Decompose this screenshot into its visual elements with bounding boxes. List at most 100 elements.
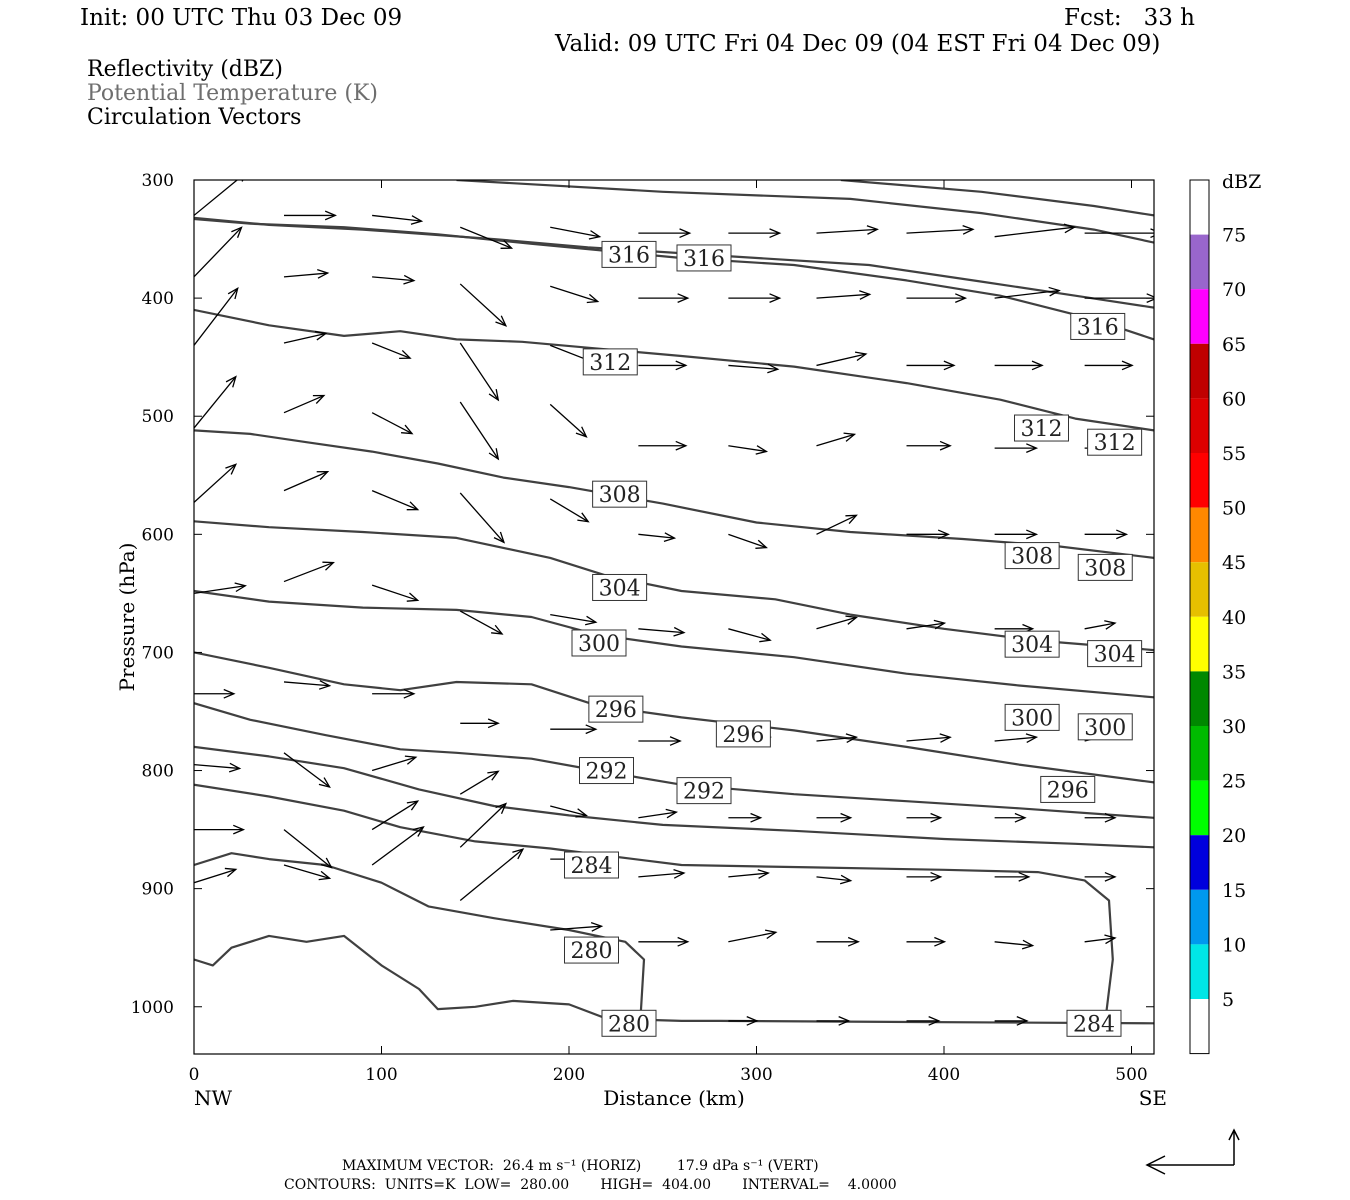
circulation-vector — [994, 939, 1035, 950]
colorbar-segment — [1190, 726, 1209, 781]
circulation-vector — [1084, 871, 1117, 882]
contour-label: 300 — [1004, 703, 1060, 731]
colorbar-segment — [1190, 398, 1209, 453]
colorbar-segment — [1190, 562, 1209, 617]
colorbar-tick-label: 25 — [1222, 771, 1246, 793]
contour-label: 304 — [1004, 630, 1060, 658]
colorbar-segment — [1190, 616, 1209, 672]
circulation-vector — [728, 363, 780, 374]
contour-label: 284 — [564, 851, 619, 879]
y-tick-label: 500 — [142, 407, 174, 427]
svg-text:300: 300 — [1011, 706, 1053, 731]
colorbar-frame — [1189, 179, 1210, 1055]
circulation-vector — [994, 1016, 1029, 1026]
theta-contour-line — [194, 702, 1154, 819]
circulation-vector — [728, 228, 782, 239]
circulation-vector — [906, 936, 947, 947]
svg-text:308: 308 — [599, 483, 641, 508]
circulation-vector — [816, 514, 858, 535]
svg-text:308: 308 — [1011, 545, 1053, 570]
y-tick-label: 800 — [142, 762, 174, 782]
colorbar-segment — [1190, 889, 1209, 945]
circulation-vector — [816, 812, 853, 823]
theta-contour-line — [194, 745, 1154, 849]
circulation-vector — [194, 463, 238, 503]
circulation-vector — [283, 864, 332, 881]
circulation-vector — [194, 762, 242, 773]
colorbar-tick-label: 15 — [1222, 880, 1246, 902]
circulation-vector — [550, 724, 598, 735]
circulation-vector — [906, 529, 950, 540]
colorbar-segment — [1190, 234, 1209, 290]
circulation-vector — [816, 615, 859, 630]
svg-text:304: 304 — [1011, 633, 1053, 658]
contour-label: 304 — [592, 573, 648, 601]
contour-label: 316 — [676, 244, 732, 272]
circulation-vector — [994, 529, 1039, 540]
colorbar-tick-label: 40 — [1222, 607, 1246, 629]
y-tick-label: 300 — [142, 171, 174, 191]
svg-text:284: 284 — [1073, 1012, 1115, 1037]
circulation-vector — [459, 283, 508, 327]
colorbar-segment — [1190, 780, 1209, 836]
circulation-vector — [1084, 620, 1117, 630]
contour-label: 296 — [588, 695, 644, 723]
circulation-vector — [816, 351, 868, 367]
circulation-vector — [728, 445, 769, 455]
circulation-vector — [816, 290, 872, 300]
circulation-vector — [994, 360, 1044, 371]
x-tick-label: 500 — [1115, 1065, 1147, 1085]
theta-contour-line — [194, 216, 1154, 309]
x-tick-label: 100 — [365, 1065, 397, 1085]
circulation-vector — [638, 868, 686, 879]
endpoint-se: SE — [1139, 1086, 1167, 1110]
contour-label: 312 — [582, 348, 638, 376]
colorbar-tick-label: 10 — [1222, 934, 1246, 956]
svg-text:292: 292 — [586, 760, 628, 785]
circulation-vector — [550, 922, 604, 932]
circulation-vector — [194, 688, 236, 699]
circulation-vector — [638, 736, 682, 746]
colorbar-tick-label: 30 — [1222, 716, 1246, 738]
colorbar-segment — [1190, 343, 1209, 399]
svg-text:296: 296 — [595, 698, 637, 723]
contours-note: CONTOURS: UNITS=K LOW= 280.00 HIGH= 404.… — [284, 1177, 897, 1193]
circulation-vector — [728, 628, 772, 643]
colorbar-segment — [1190, 453, 1209, 508]
contour-label: 316 — [1070, 312, 1126, 340]
circulation-vector — [459, 492, 506, 544]
circulation-vector — [906, 812, 943, 823]
svg-text:316: 316 — [1077, 315, 1119, 340]
contour-label: 296 — [715, 720, 771, 748]
circulation-vector — [194, 226, 243, 278]
y-tick-label: 900 — [142, 880, 174, 900]
circulation-vector — [638, 360, 688, 371]
colorbar-segment — [1190, 507, 1209, 563]
circulation-vector — [283, 470, 330, 492]
circulation-vector — [283, 269, 330, 279]
circulation-vector — [994, 223, 1077, 238]
circulation-vector — [194, 582, 247, 595]
svg-text:296: 296 — [1047, 778, 1089, 803]
circulation-vector — [372, 274, 416, 285]
circulation-vector — [638, 440, 688, 451]
circulation-vector — [994, 871, 1031, 882]
circulation-vector — [371, 800, 420, 831]
contour-label: 308 — [592, 480, 648, 508]
circulation-vector — [728, 812, 763, 823]
svg-text:312: 312 — [1094, 431, 1136, 456]
theta-contour-line — [194, 217, 1154, 341]
contour-label: 312 — [1014, 414, 1069, 442]
colorbar-label: dBZ — [1222, 171, 1261, 193]
contour-label: 300 — [1077, 713, 1133, 741]
circulation-vector — [816, 1016, 851, 1026]
svg-text:312: 312 — [1021, 417, 1063, 442]
theta-contour-line — [194, 852, 646, 1021]
circulation-vector — [906, 360, 956, 371]
contour-label: 280 — [601, 1009, 657, 1037]
circulation-vector — [283, 680, 332, 690]
circulation-vector — [371, 490, 420, 511]
colorbar-tick-label: 65 — [1222, 334, 1246, 356]
theta-contour-line — [840, 180, 1154, 217]
